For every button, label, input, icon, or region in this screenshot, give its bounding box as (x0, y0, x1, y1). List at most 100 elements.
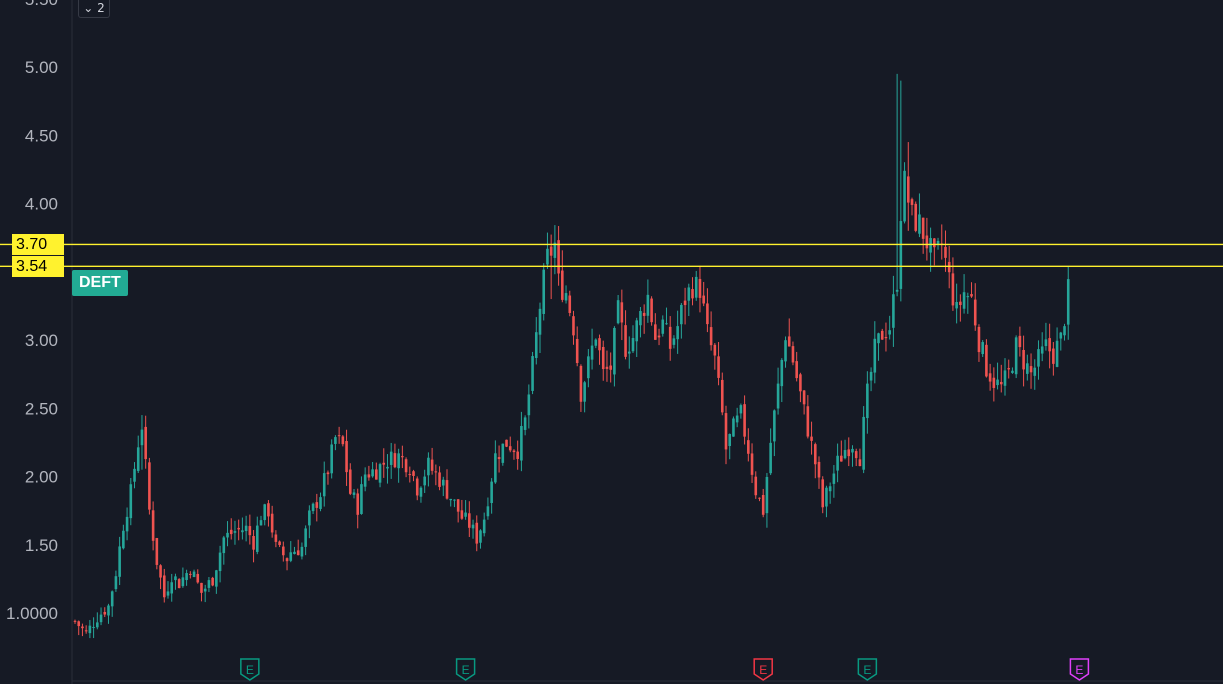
candle-body[interactable] (252, 535, 255, 550)
candle-body[interactable] (918, 214, 921, 234)
candle-body[interactable] (713, 344, 717, 356)
candle-body[interactable] (423, 476, 426, 486)
candle-body[interactable] (475, 522, 479, 544)
candle-body[interactable] (341, 436, 345, 445)
candle-body[interactable] (453, 499, 456, 501)
candle-body[interactable] (382, 462, 386, 465)
candle-body[interactable] (724, 413, 728, 450)
candle-body[interactable] (315, 502, 319, 508)
candle-body[interactable] (1033, 367, 1037, 376)
candle-body[interactable] (523, 417, 527, 430)
candle-body[interactable] (263, 504, 267, 521)
candle-body[interactable] (836, 455, 839, 471)
candle-body[interactable] (155, 538, 159, 565)
candle-body[interactable] (880, 330, 884, 340)
candle-body[interactable] (211, 577, 214, 586)
candle-body[interactable] (706, 303, 709, 325)
candle-body[interactable] (657, 335, 661, 338)
candle-body[interactable] (84, 630, 88, 632)
candle-body[interactable] (192, 571, 196, 578)
candle-body[interactable] (847, 449, 851, 457)
candle-body[interactable] (1003, 370, 1007, 386)
candle-body[interactable] (494, 453, 497, 483)
candle-body[interactable] (356, 493, 360, 515)
candle-body[interactable] (1026, 363, 1029, 374)
candle-body[interactable] (784, 340, 787, 362)
candle-body[interactable] (698, 278, 702, 298)
candle-body[interactable] (479, 530, 482, 543)
candle-body[interactable] (248, 526, 252, 536)
candle-body[interactable] (884, 337, 888, 339)
candle-body[interactable] (140, 429, 144, 446)
candle-body[interactable] (914, 203, 918, 231)
candle-body[interactable] (687, 287, 691, 301)
candle-body[interactable] (546, 248, 549, 265)
candle-body[interactable] (1018, 335, 1022, 348)
candle-body[interactable] (412, 471, 415, 476)
candle-body[interactable] (877, 333, 880, 344)
candle-body[interactable] (92, 627, 95, 629)
candle-body[interactable] (114, 576, 118, 590)
earnings-marker-icon[interactable]: E (240, 658, 260, 681)
candle-body[interactable] (144, 426, 147, 460)
candle-body[interactable] (1011, 370, 1014, 373)
candle-body[interactable] (207, 580, 211, 588)
candle-body[interactable] (520, 425, 523, 461)
candle-body[interactable] (639, 311, 642, 326)
candle-body[interactable] (367, 474, 371, 478)
candle-body[interactable] (642, 312, 646, 316)
candle-body[interactable] (691, 289, 694, 299)
candle-body[interactable] (308, 510, 311, 526)
candle-body[interactable] (769, 442, 772, 474)
candle-body[interactable] (129, 484, 133, 519)
candle-body[interactable] (110, 591, 114, 607)
candle-body[interactable] (813, 444, 817, 465)
candle-body[interactable] (125, 516, 129, 532)
candle-body[interactable] (285, 558, 289, 562)
candle-body[interactable] (828, 486, 832, 492)
candle-body[interactable] (903, 170, 906, 222)
candle-body[interactable] (966, 296, 970, 298)
candle-body[interactable] (620, 302, 624, 323)
candle-body[interactable] (668, 326, 672, 349)
candle-body[interactable] (215, 570, 218, 587)
candle-body[interactable] (81, 626, 84, 629)
candle-body[interactable] (970, 294, 973, 297)
candle-body[interactable] (434, 471, 438, 473)
candle-body[interactable] (319, 497, 322, 509)
candle-body[interactable] (508, 446, 512, 451)
candle-body[interactable] (1007, 368, 1011, 370)
candle-body[interactable] (646, 294, 650, 316)
candle-body[interactable] (464, 512, 467, 517)
candle-body[interactable] (136, 447, 140, 471)
candle-body[interactable] (780, 359, 784, 387)
candle-body[interactable] (962, 292, 966, 309)
candle-body[interactable] (1059, 332, 1063, 339)
candle-body[interactable] (840, 455, 843, 462)
candle-body[interactable] (973, 299, 977, 326)
candle-body[interactable] (1048, 338, 1051, 352)
candle-body[interactable] (482, 519, 486, 534)
candle-body[interactable] (404, 459, 408, 473)
candle-body[interactable] (587, 356, 590, 379)
candle-body[interactable] (933, 238, 936, 248)
candle-body[interactable] (293, 551, 296, 555)
candle-body[interactable] (527, 394, 531, 416)
candle-body[interactable] (311, 503, 315, 512)
candle-body[interactable] (289, 552, 293, 561)
candle-body[interactable] (590, 345, 594, 360)
candle-body[interactable] (702, 295, 705, 304)
candle-body[interactable] (728, 434, 732, 447)
candle-body[interactable] (259, 520, 263, 526)
candle-body[interactable] (996, 379, 999, 386)
candle-body[interactable] (944, 246, 947, 258)
candle-body[interactable] (869, 371, 873, 381)
candle-body[interactable] (300, 546, 304, 557)
candle-body[interactable] (348, 469, 352, 494)
candle-body[interactable] (430, 459, 434, 471)
candle-body[interactable] (151, 510, 155, 541)
candle-body[interactable] (832, 473, 836, 484)
candle-body[interactable] (460, 510, 464, 519)
candle-body[interactable] (501, 443, 505, 463)
candle-body[interactable] (951, 273, 955, 306)
